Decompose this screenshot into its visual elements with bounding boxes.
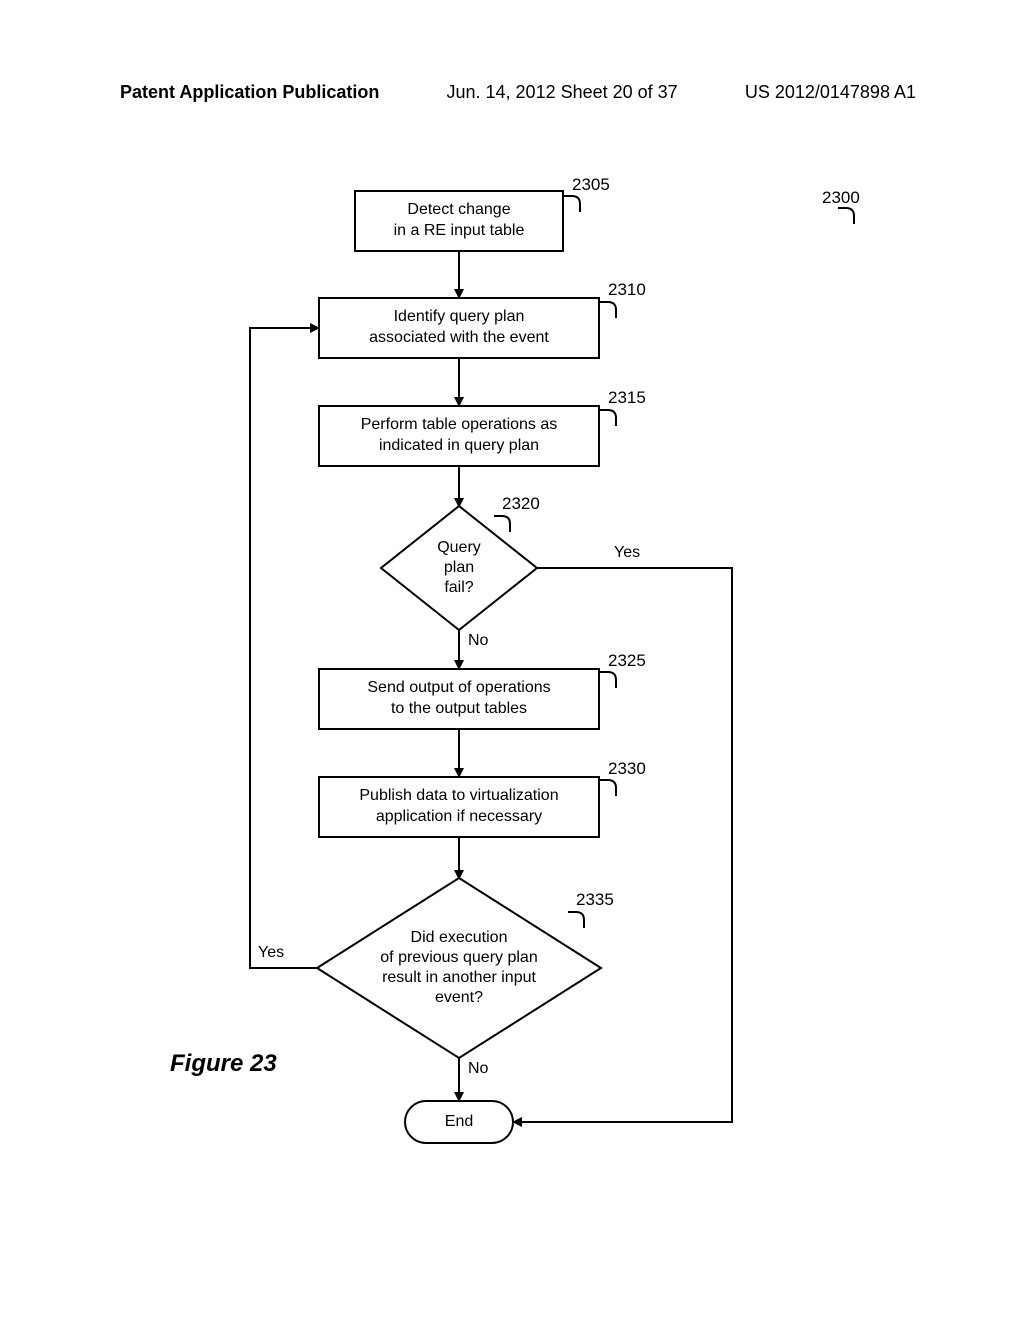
hook-2315 <box>600 410 616 426</box>
box-2310-text: Identify query planassociated with the e… <box>369 307 549 349</box>
box-2330: Publish data to virtualizationapplicatio… <box>318 776 600 838</box>
label-2335-yes: Yes <box>258 944 284 962</box>
box-2305-text: Detect changein a RE input table <box>394 200 525 242</box>
hook-2300 <box>838 208 854 224</box>
ref-2305: 2305 <box>572 175 610 195</box>
box-2305: Detect changein a RE input table <box>354 190 564 252</box>
ref-2325: 2325 <box>608 651 646 671</box>
box-2325: Send output of operationsto the output t… <box>318 668 600 730</box>
hook-2330 <box>600 780 616 796</box>
ref-2310: 2310 <box>608 280 646 300</box>
ref-2330: 2330 <box>608 759 646 779</box>
ref-2320: 2320 <box>502 494 540 514</box>
hook-2305 <box>564 196 580 212</box>
figure-label: Figure 23 <box>170 1050 277 1078</box>
flowchart-canvas: Detect changein a RE input table 2305 Id… <box>0 0 1024 1320</box>
ref-2335: 2335 <box>576 890 614 910</box>
terminator-end-text: End <box>445 1113 473 1131</box>
hook-2320 <box>494 516 510 532</box>
box-2310: Identify query planassociated with the e… <box>318 297 600 359</box>
hook-2325 <box>600 672 616 688</box>
hook-2310 <box>600 302 616 318</box>
terminator-end: End <box>404 1100 514 1144</box>
label-2320-yes: Yes <box>614 544 640 562</box>
ref-2315: 2315 <box>608 388 646 408</box>
diamond-2335-text: Did executionof previous query planresul… <box>374 928 544 1008</box>
box-2315: Perform table operations asindicated in … <box>318 405 600 467</box>
label-2320-no: No <box>468 632 488 650</box>
box-2325-text: Send output of operationsto the output t… <box>367 678 550 720</box>
hook-2335 <box>568 912 584 928</box>
box-2315-text: Perform table operations asindicated in … <box>361 415 558 457</box>
label-2335-no: No <box>468 1060 488 1078</box>
edge-2335-yes-2310 <box>250 328 318 968</box>
diamond-2320-text: Queryplanfail? <box>419 538 499 598</box>
box-2330-text: Publish data to virtualizationapplicatio… <box>359 786 558 828</box>
ref-2300: 2300 <box>822 188 860 208</box>
